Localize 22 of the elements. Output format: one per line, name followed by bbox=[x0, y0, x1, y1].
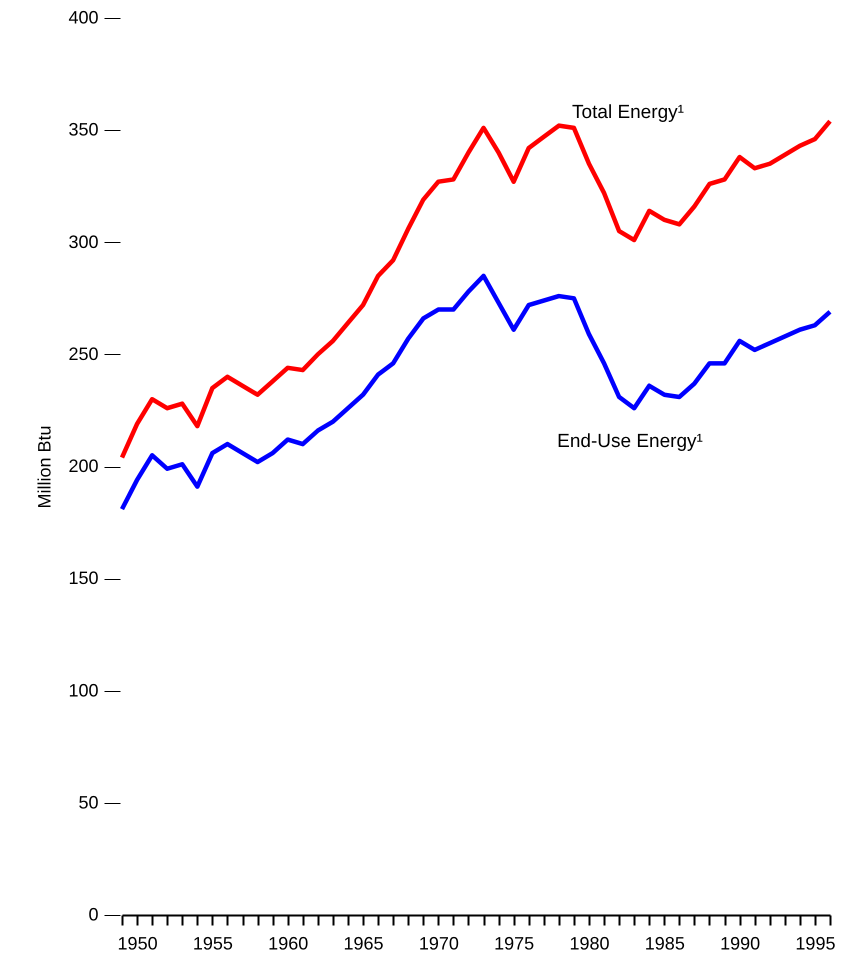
x-tick-label: 1970 bbox=[418, 934, 459, 954]
y-tick-label: 0 bbox=[88, 904, 98, 924]
y-tick-label: 250 bbox=[68, 344, 98, 364]
y-tick-label: 350 bbox=[68, 120, 98, 140]
x-tick-label: 1980 bbox=[569, 934, 610, 954]
y-tick-label: 200 bbox=[68, 456, 98, 476]
x-tick-label: 1960 bbox=[268, 934, 308, 954]
y-tick-label: 300 bbox=[68, 232, 98, 252]
x-tick-label: 1965 bbox=[344, 934, 384, 954]
y-tick-label: 50 bbox=[78, 792, 98, 812]
y-tick-label: 100 bbox=[68, 680, 98, 700]
x-tick-label: 1990 bbox=[720, 934, 760, 954]
y-axis-title: Million Btu bbox=[34, 425, 54, 509]
x-tick-label: 1950 bbox=[118, 934, 158, 954]
series-label: Total Energy¹ bbox=[572, 102, 684, 123]
x-tick-label: 1985 bbox=[644, 934, 685, 954]
x-tick-label: 1995 bbox=[795, 934, 836, 954]
y-tick-label: 400 bbox=[68, 8, 98, 28]
y-tick-label: 150 bbox=[68, 568, 98, 588]
x-tick-label: 1955 bbox=[192, 934, 233, 954]
x-tick-label: 1975 bbox=[494, 934, 534, 954]
series-label: End-Use Energy¹ bbox=[557, 431, 703, 452]
